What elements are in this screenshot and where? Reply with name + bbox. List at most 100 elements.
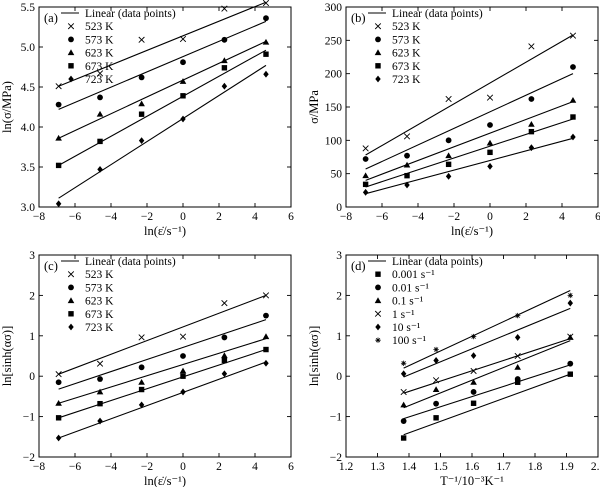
x-tick-label: −8 (33, 211, 45, 223)
legend-marker (375, 271, 381, 277)
legend-entry: 0.001 s⁻¹ (392, 269, 435, 281)
data-point (180, 373, 186, 379)
data-point (445, 161, 452, 168)
data-point (180, 115, 186, 123)
panel-label: (c) (44, 259, 58, 273)
series-573-k (55, 312, 269, 390)
fit-line (403, 290, 571, 369)
legend-marker (375, 63, 381, 69)
data-point (221, 82, 228, 90)
y-tick-label: −1 (23, 412, 35, 424)
data-point (97, 166, 103, 173)
series-523-k (55, 292, 270, 378)
data-point (486, 94, 494, 101)
x-tick-label: 4 (252, 461, 258, 473)
data-point (514, 352, 521, 360)
data-point (528, 144, 535, 152)
data-point (403, 161, 411, 168)
data-point (221, 357, 228, 364)
y-tick-label: 0 (29, 371, 35, 383)
y-tick-label: 3 (336, 250, 342, 262)
legend-marker (67, 49, 75, 56)
x-tick-label: 1.6 (465, 461, 480, 473)
data-point (470, 367, 477, 375)
data-point (567, 371, 573, 377)
data-point (445, 137, 452, 144)
data-point (55, 83, 62, 90)
data-point (432, 386, 440, 393)
x-tick-label: 1.3 (370, 461, 385, 473)
data-point (138, 401, 145, 409)
data-point (403, 133, 411, 140)
chart-panel-b: −8 −6 −4 −2 0 2 4 6 0 50 100 150 200 250 300 ln(ε̇/s⁻¹)… (307, 2, 600, 238)
legend-marker (67, 23, 75, 30)
data-point (445, 152, 452, 159)
x-tick-label: −4 (105, 461, 117, 473)
data-point (55, 162, 62, 169)
legend-entry: 623 K (85, 296, 114, 308)
data-point (221, 352, 228, 359)
legend-entry: 0.1 s⁻¹ (392, 296, 424, 308)
legend-title: Linear (data points) (392, 256, 483, 268)
legend-entry: 673 K (392, 61, 421, 73)
x-tick-label: −2 (141, 461, 153, 473)
y-tick-label: 4.5 (21, 82, 36, 94)
y-tick-label: 100 (325, 135, 343, 147)
legend-entry: 1 s⁻¹ (392, 309, 415, 321)
data-point (569, 32, 577, 39)
fit-line (58, 64, 267, 199)
legend-marker (67, 297, 75, 304)
series-523-k (362, 32, 577, 156)
series-1-s (400, 333, 574, 396)
fit-line (58, 349, 267, 419)
data-point (221, 36, 228, 43)
fit-line (58, 294, 267, 375)
data-point (138, 378, 145, 385)
data-point (96, 388, 104, 395)
legend-marker (374, 297, 382, 304)
data-point (138, 137, 145, 144)
fit-line (58, 49, 267, 166)
data-point (404, 152, 410, 159)
x-tick-label: −6 (69, 211, 81, 223)
legend-entry: 723 K (85, 322, 114, 334)
y-tick-label: 2 (336, 290, 342, 302)
fit-line (365, 118, 574, 188)
series-723-k (55, 64, 269, 208)
fit-line (58, 338, 267, 404)
data-point (221, 65, 228, 71)
data-point (400, 370, 407, 378)
panel-label: (b) (351, 11, 366, 25)
series-0-01-s (400, 360, 574, 424)
data-point (262, 333, 270, 340)
y-tick-label: 5.5 (21, 2, 36, 14)
data-point (96, 70, 104, 77)
data-point (262, 0, 270, 7)
legend-marker (68, 284, 74, 291)
fit-line (58, 20, 267, 110)
data-point (97, 400, 103, 407)
x-tick-label: 1.4 (402, 461, 417, 473)
x-tick-label: 1.8 (528, 461, 543, 473)
data-point (445, 172, 452, 180)
data-point (470, 389, 477, 395)
legend-entry: 523 K (85, 21, 114, 33)
data-point (470, 333, 477, 340)
legend-entry: 573 K (392, 34, 421, 46)
series-573-k (55, 15, 269, 110)
data-point (362, 181, 369, 188)
legend-entry: 573 K (85, 34, 114, 46)
data-point (400, 388, 407, 396)
y-tick-label: 300 (325, 2, 343, 14)
data-point (433, 415, 439, 421)
y-tick-label: 3.5 (21, 162, 36, 174)
data-point (138, 36, 145, 43)
fit-line (58, 361, 267, 439)
data-point (138, 334, 145, 341)
legend-marker (375, 323, 381, 331)
data-point (97, 376, 103, 382)
x-tick-label: 0 (180, 211, 186, 223)
legend-marker (68, 75, 74, 83)
data-point (97, 138, 103, 145)
data-point (179, 78, 187, 84)
